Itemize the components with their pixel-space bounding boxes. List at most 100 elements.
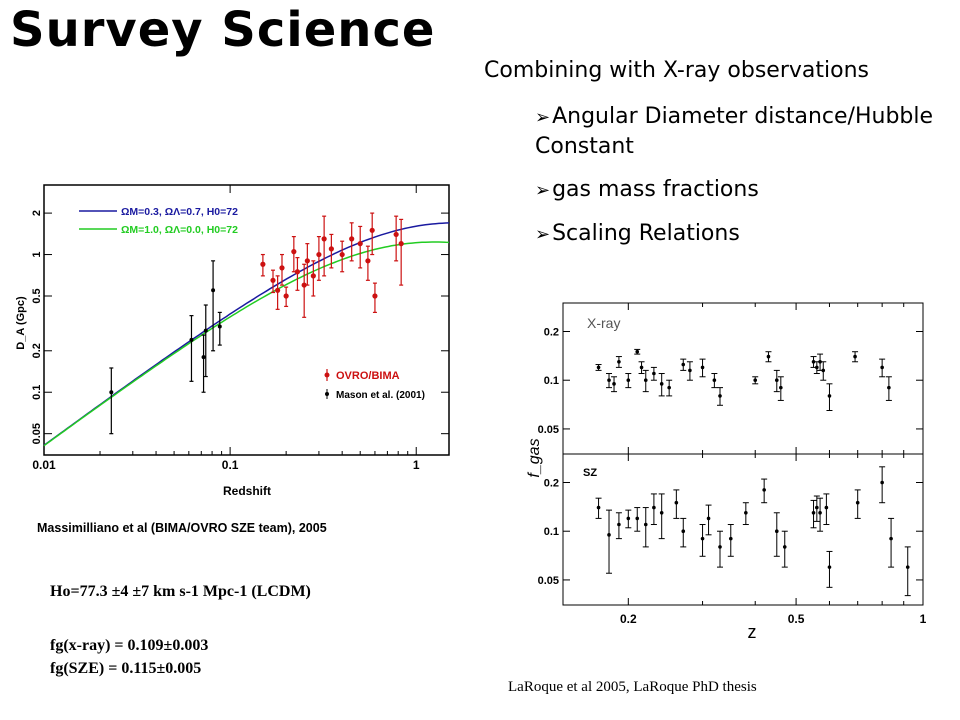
data-point [270,277,276,283]
data-point [617,359,621,364]
x-axis-label: z [748,622,757,642]
data-point [328,246,334,252]
data-point [596,365,601,370]
data-point [283,293,289,299]
data-point [316,251,322,258]
model-curve [43,222,450,446]
left-figure-caption: Massimilliano et al (BIMA/OVRO SZE team)… [37,521,327,535]
x-tick-label: 0.1 [222,458,239,472]
data-point [880,480,884,485]
hubble-result: Ho=77.3 ±4 ±7 km s-1 Mpc-1 (LCDM) [50,583,311,600]
legend-label-lcdm: ΩM=0.3, ΩΛ=0.7, H0=72 [121,206,238,218]
bullets-heading: Combining with X-ray observations [484,58,869,83]
data-point [612,382,616,386]
bullet-text: gas mass fractions [552,177,759,202]
axis-ticks: 0.01 0.1 1 0.05 0.1 0.2 0.5 1 2 [31,185,449,472]
data-point [211,288,216,293]
data-point [762,488,766,492]
data-point [880,365,884,370]
data-point [706,516,711,521]
data-point [203,328,208,333]
data-point [782,545,787,549]
model-curve [43,241,450,447]
arrow-bullet-icon: ➢ [535,107,551,128]
y-tick-label: 2 [31,210,43,216]
data-points [109,212,404,435]
data-point [855,500,860,505]
data-point [700,365,705,370]
data-point [275,287,281,293]
data-point [372,293,378,299]
data-point [369,227,375,233]
gas-fraction-chart: X-ray SZ 0.2 0.5 1 0.05 0.1 0.2 0.05 0.1 0.2 z f… [526,302,927,642]
y-tick-label: 0.1 [31,385,43,400]
data-point [811,359,816,364]
y-tick-label: 0.2 [31,343,43,358]
data-point [811,510,816,515]
legend-label-mason: Mason et al. (2001) [336,390,425,401]
data-point [607,378,611,383]
panel-label-xray: X-ray [587,315,620,331]
data-point [201,355,206,360]
data-point [712,378,717,383]
y-tick-label: 0.05 [538,424,559,436]
x-tick-label: 0.2 [620,612,637,626]
legend-label-ovro: OVRO/BIMA [336,370,400,382]
data-point [674,500,679,505]
panel-label-sz: SZ [583,467,597,479]
data-point [766,354,771,359]
x-tick-label: 1 [413,458,420,472]
data-point [681,362,686,367]
y-tick-label: 0.1 [544,526,559,538]
data-point [652,371,656,376]
legend-label-scdm: ΩM=1.0, ΩΛ=0.0, H0=72 [121,224,238,236]
data-point [635,516,640,521]
bullet-item: ➢gas mass fractions [535,175,955,205]
data-point [718,545,722,549]
data-point [905,565,910,569]
data-point [827,565,832,569]
bullet-item: ➢Scaling Relations [535,219,955,249]
y-tick-label: 0.05 [538,575,559,587]
data-point [824,505,829,510]
data-point [779,385,783,390]
data-point [744,510,748,515]
data-point [853,354,857,359]
slide-title: Survey Science [10,2,436,58]
bullet-item: ➢Angular Diameter distance/Hubble Consta… [535,102,955,161]
arrow-bullet-icon: ➢ [535,224,551,245]
data-point [635,349,640,354]
arrow-bullet-icon: ➢ [535,180,551,201]
data-point [617,522,621,527]
y-tick-label: 0.05 [31,423,43,444]
right-figure-caption: LaRoque et al 2005, LaRoque PhD thesis [508,679,757,695]
data-point [659,510,664,515]
data-point [294,269,301,275]
y-tick-label: 0.2 [544,477,559,489]
data-point [596,505,601,510]
data-point [398,241,404,247]
data-point [753,378,758,383]
x-tick-label: 0.5 [788,612,805,626]
data-point [639,365,644,370]
data-point [321,236,327,242]
y-tick-label: 0.2 [544,326,559,338]
x-tick-label: 0.01 [32,458,56,472]
x-axis-label: Redshift [223,484,271,498]
data-point [774,529,779,534]
data-point [607,533,611,537]
data-point [217,324,222,329]
y-axis-label: f_gas [526,438,543,477]
axis-ticks: 0.2 0.5 1 0.05 0.1 0.2 0.05 0.1 0.2 [538,303,927,626]
fgas-sze-result: fg(SZE) = 0.115±0.005 [50,660,202,677]
y-tick-label: 0.1 [544,375,559,387]
data-point [652,505,656,510]
data-point [815,365,819,370]
angular-distance-chart: 0.01 0.1 1 0.05 0.1 0.2 0.5 1 2 ΩM=0.3, ΩΛ=0.7, … [15,184,450,498]
data-point [291,249,297,255]
data-point [700,536,705,541]
data-point [643,378,648,383]
data-point [887,385,891,390]
fgas-xray-result: fg(x-ray) = 0.109±0.003 [50,637,209,654]
data-point [304,258,310,264]
